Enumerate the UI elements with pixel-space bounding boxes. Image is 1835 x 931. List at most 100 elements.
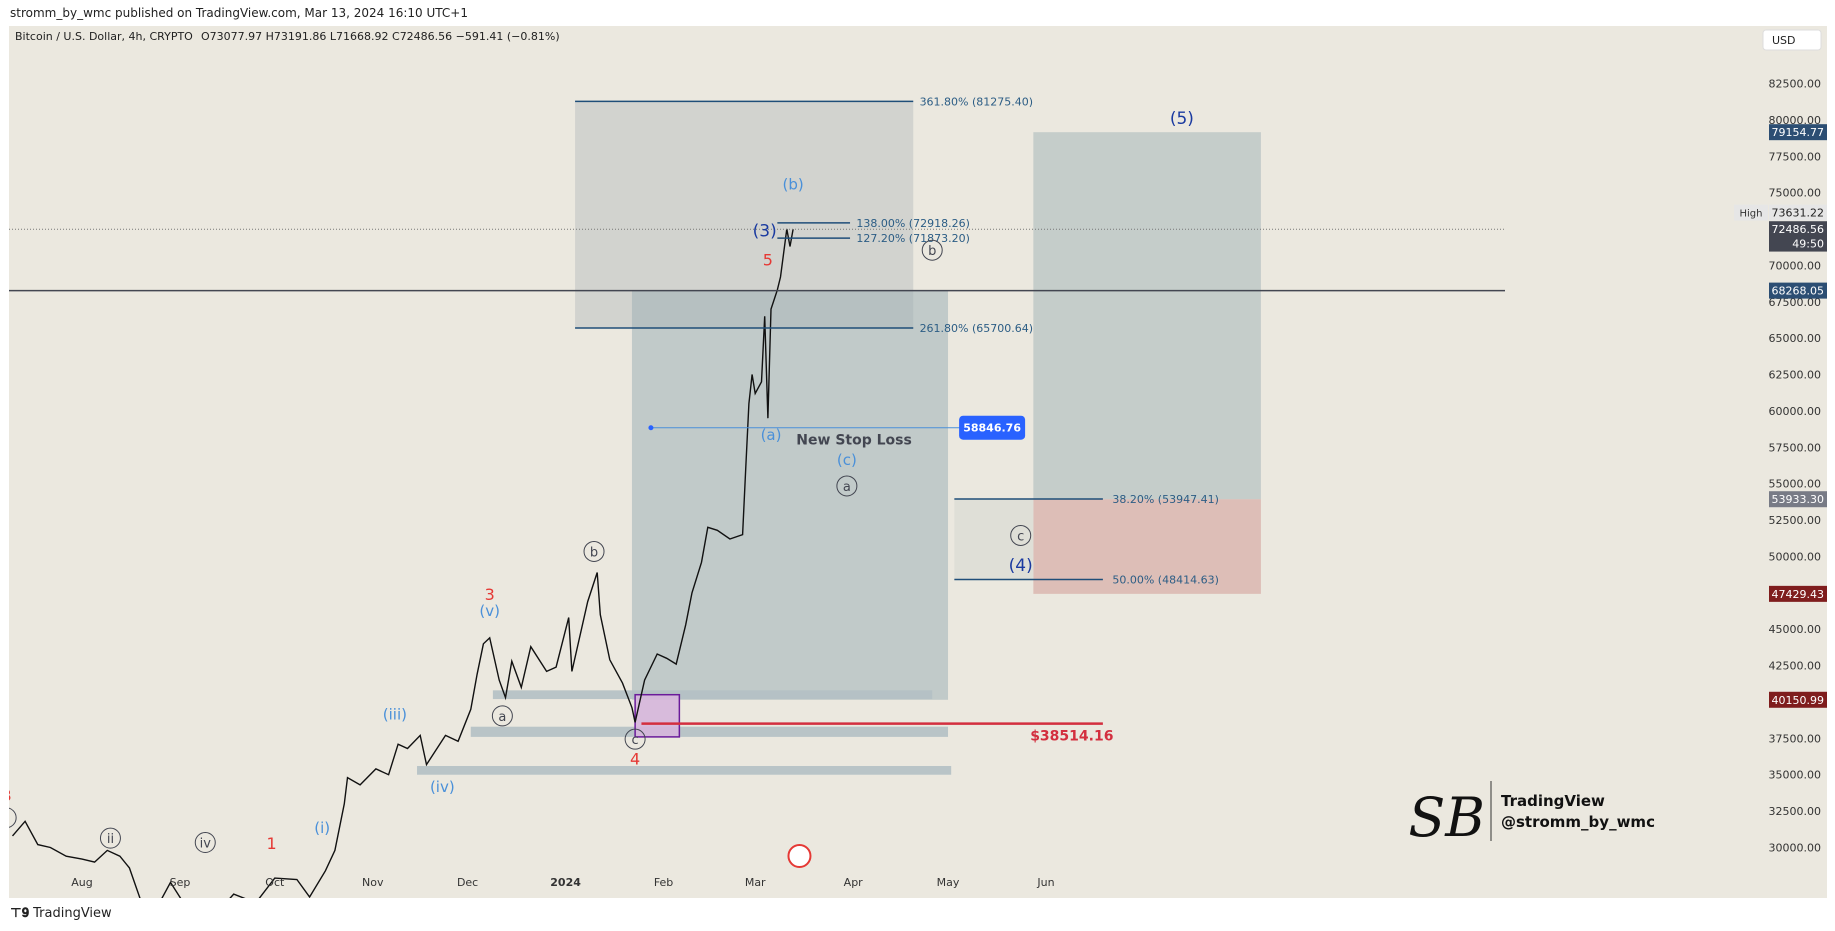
- wave-label-circle: [1010, 524, 1032, 546]
- y-tick-label: 75000.00: [1769, 187, 1822, 200]
- price-tag-label: 53933.30: [1772, 493, 1825, 506]
- x-tick-label: 2024: [550, 876, 581, 889]
- price-tag-label: 79154.77: [1772, 126, 1825, 139]
- y-tick-label: 35000.00: [1769, 769, 1822, 782]
- price-tag-label: 68268.05: [1772, 285, 1825, 298]
- chart-area[interactable]: 58846.76 $38514.16 New Stop Loss 361.80% (…: [9, 26, 1827, 898]
- footer-brand: ⊤𝟗 TradingView: [10, 906, 112, 921]
- wave-label: iv: [200, 837, 212, 852]
- price-tag: [1769, 221, 1827, 238]
- wave-label: c: [1017, 529, 1024, 544]
- x-tick-label: Oct: [265, 876, 285, 889]
- wave-label: (c): [837, 451, 857, 469]
- support-bar-3[interactable]: [417, 766, 952, 775]
- fib-level-label: 361.80% (81275.40): [920, 95, 1034, 108]
- wave-label: (3): [753, 221, 777, 241]
- wave-label: a: [843, 480, 851, 495]
- price-tag: [1769, 691, 1827, 708]
- wave-label-circle: [99, 827, 121, 849]
- y-tick-label: 32500.00: [1769, 805, 1822, 818]
- watermark-brand: TradingView: [1501, 792, 1605, 810]
- stop-loss-text: New Stop Loss: [796, 433, 912, 449]
- wave-label-circle: [194, 832, 216, 853]
- red-level-label: $38514.16: [1030, 729, 1113, 745]
- fib-level-label: 127.20% (71873.20): [856, 232, 970, 245]
- y-tick-label: 37500.00: [1769, 732, 1822, 745]
- wave-label: c: [9, 812, 10, 827]
- tradingview-logo-icon: ⊤𝟗: [10, 906, 30, 921]
- fib-zone-box-main[interactable]: [631, 290, 949, 700]
- x-tick-label: Apr: [844, 876, 864, 889]
- wave-label: 3: [485, 585, 495, 604]
- wave-label-circle: [491, 705, 513, 727]
- wave-label-circle: [921, 239, 943, 261]
- chart-title: Bitcoin / U.S. Dollar, 4h, CRYPTO: [15, 30, 193, 43]
- wave-label: B: [9, 786, 12, 805]
- y-tick-label: 55000.00: [1769, 478, 1822, 491]
- wave-label: ii: [107, 832, 114, 847]
- watermark-author: @stromm_by_wmc: [1501, 813, 1655, 831]
- wave4-zone-box[interactable]: [954, 499, 1034, 580]
- btc-price-line[interactable]: [11, 228, 794, 898]
- fib-level-label: 138.00% (72918.26): [856, 217, 970, 230]
- high-tag: [1734, 204, 1768, 221]
- wave-label: (b): [783, 176, 804, 194]
- wave-label: (iv): [430, 778, 455, 796]
- economic-event-icon[interactable]: [787, 844, 812, 868]
- wave-label: b: [928, 244, 936, 259]
- y-tick-label: 67500.00: [1769, 296, 1822, 309]
- wave-label: 5: [763, 250, 773, 269]
- fib-level-label: 261.80% (65700.64): [920, 322, 1034, 335]
- y-tick-label: 62500.00: [1769, 369, 1822, 382]
- wave-label-circle: [9, 807, 17, 828]
- wave-label: c: [632, 733, 639, 748]
- price-tag-label: 49:50: [1792, 238, 1824, 251]
- y-tick-label: 30000.00: [1769, 842, 1822, 855]
- wave-label: (5): [1170, 109, 1194, 129]
- support-bar-1[interactable]: [492, 690, 933, 700]
- x-tick-label: Aug: [71, 876, 92, 889]
- price-chart[interactable]: 58846.76 $38514.16 New Stop Loss 361.80% (…: [9, 26, 1827, 898]
- ohlc-readout: O73077.97 H73191.86 L71668.92 C72486.56 …: [201, 30, 560, 43]
- x-tick-label: Jun: [1036, 876, 1054, 889]
- x-tick-label: Sep: [170, 876, 191, 889]
- watermark-logo-icon: SB: [1408, 786, 1485, 849]
- y-tick-label: 77500.00: [1769, 150, 1822, 163]
- purple-zone-box[interactable]: [634, 693, 681, 738]
- price-tag-label: 40150.99: [1772, 694, 1825, 707]
- y-tick-label: 70000.00: [1769, 259, 1822, 272]
- y-tick-label: 60000.00: [1769, 405, 1822, 418]
- fib-level-label: 38.20% (53947.41): [1112, 493, 1219, 506]
- y-tick-label: 42500.00: [1769, 660, 1822, 673]
- wave-label-circle: [624, 728, 646, 750]
- y-tick-label: 57500.00: [1769, 441, 1822, 454]
- wave-label: 4: [630, 750, 640, 769]
- risk-zone-box[interactable]: [1033, 499, 1261, 594]
- y-tick-label: 80000.00: [1769, 114, 1822, 127]
- support-bar-2[interactable]: [470, 726, 949, 737]
- y-tick-label: 82500.00: [1769, 78, 1822, 91]
- wave-label: (i): [314, 819, 330, 837]
- price-tag: [1769, 282, 1827, 299]
- currency-button[interactable]: [1762, 29, 1822, 51]
- y-tick-label: 50000.00: [1769, 550, 1822, 563]
- x-tick-label: Mar: [745, 876, 766, 889]
- price-tag: [1769, 585, 1827, 602]
- stop-loss-anchor-point[interactable]: [648, 425, 654, 431]
- wave-label: a: [498, 710, 506, 725]
- currency-button-label: USD: [1772, 34, 1796, 47]
- target-zone-box[interactable]: [1033, 132, 1261, 500]
- wave-label: 1: [267, 834, 277, 853]
- price-tag-label: 73631.22: [1772, 207, 1825, 220]
- stop-loss-value-label: 58846.76: [963, 422, 1021, 435]
- wave-label: b: [590, 545, 598, 560]
- price-tag-label: 72486.56: [1772, 223, 1825, 236]
- high-tag-label: High: [1740, 209, 1763, 220]
- x-tick-label: May: [937, 876, 960, 889]
- price-tag: [1769, 235, 1827, 252]
- wave-label: (v): [479, 602, 500, 620]
- x-tick-label: Nov: [362, 876, 384, 889]
- fib-level-label: 50.00% (48414.63): [1112, 574, 1219, 587]
- price-tag: [1769, 491, 1827, 508]
- stop-loss-badge[interactable]: [959, 415, 1026, 440]
